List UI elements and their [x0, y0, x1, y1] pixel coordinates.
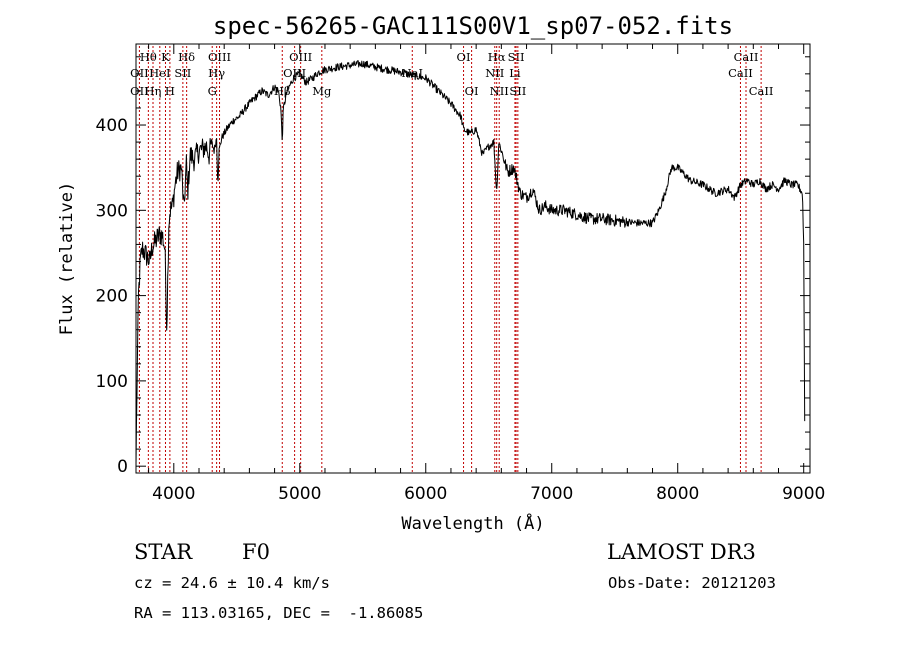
spectral-line-label: CaII [749, 84, 774, 98]
spectral-line-label: Hβ [274, 84, 291, 98]
spectral-line-label: NII [485, 66, 504, 80]
spectral-line-label: SII [508, 50, 525, 64]
y-axis-label: Flux (relative) [57, 182, 77, 336]
spectral-line-label: OI [465, 84, 479, 98]
spectral-line-label: NII [490, 84, 509, 98]
spectral-line-label: H [165, 84, 175, 98]
spectral-line-label: K [161, 50, 170, 64]
spectral-line-label: CaII [728, 66, 753, 80]
redshift-cz: cz = 24.6 ± 10.4 km/s [134, 574, 330, 592]
spectral-line-label: Hδ [178, 50, 195, 64]
x-tick-label: 6000 [404, 484, 447, 504]
x-tick-label: 9000 [782, 484, 825, 504]
y-tick-label: 400 [96, 116, 128, 136]
x-tick-label: 5000 [278, 484, 321, 504]
x-tick-label: 8000 [656, 484, 699, 504]
y-tick-label: 0 [117, 457, 128, 477]
x-tick-label: 4000 [152, 484, 195, 504]
spectral-line-label: Hγ [208, 66, 225, 80]
spectral-line-label: Hη [145, 84, 162, 98]
ra-dec-coordinates: RA = 113.03165, DEC = -1.86085 [134, 604, 424, 622]
axis-ticks: 4000 5000 6000 7000 8000 9000 0 100 200 300 400 [96, 44, 825, 504]
spectral-line-label: G [208, 84, 217, 98]
y-tick-label: 100 [96, 372, 128, 392]
object-subclass: F0 [242, 540, 270, 564]
spectral-line-label: OIII [208, 50, 231, 64]
spectral-line-label: Mg [312, 84, 332, 98]
spectral-line-label: Hα [488, 50, 506, 64]
y-tick-label: 300 [96, 201, 128, 221]
spectrum-chart: spec-56265-GAC111S00V1_sp07-052.fits Hθ K… [57, 12, 825, 534]
spectral-line-label: OII [130, 66, 149, 80]
spectral-line-label: OI [457, 50, 471, 64]
chart-title: spec-56265-GAC111S00V1_sp07-052.fits [213, 12, 733, 40]
survey-name: LAMOST DR3 [607, 540, 756, 564]
spectral-line-label: SII [174, 66, 191, 80]
spectrum-series [135, 60, 806, 467]
spectrum-line [135, 60, 806, 467]
spectral-line-label: OIII [283, 66, 306, 80]
spectral-line-label: CaII [734, 50, 759, 64]
spectral-line-label: OIII [289, 50, 312, 64]
spectral-line-label: Li [509, 66, 521, 80]
y-tick-label: 200 [96, 287, 128, 307]
x-tick-label: 7000 [530, 484, 573, 504]
spectral-line-label: Hθ [140, 50, 157, 64]
spectral-line-label: SII [509, 84, 526, 98]
plot-frame [135, 43, 811, 474]
x-axis-label: Wavelength (Å) [401, 512, 544, 534]
spectral-line-label: HeI [149, 66, 170, 80]
object-class: STAR [134, 540, 193, 564]
observation-date: Obs-Date: 20121203 [608, 574, 776, 592]
